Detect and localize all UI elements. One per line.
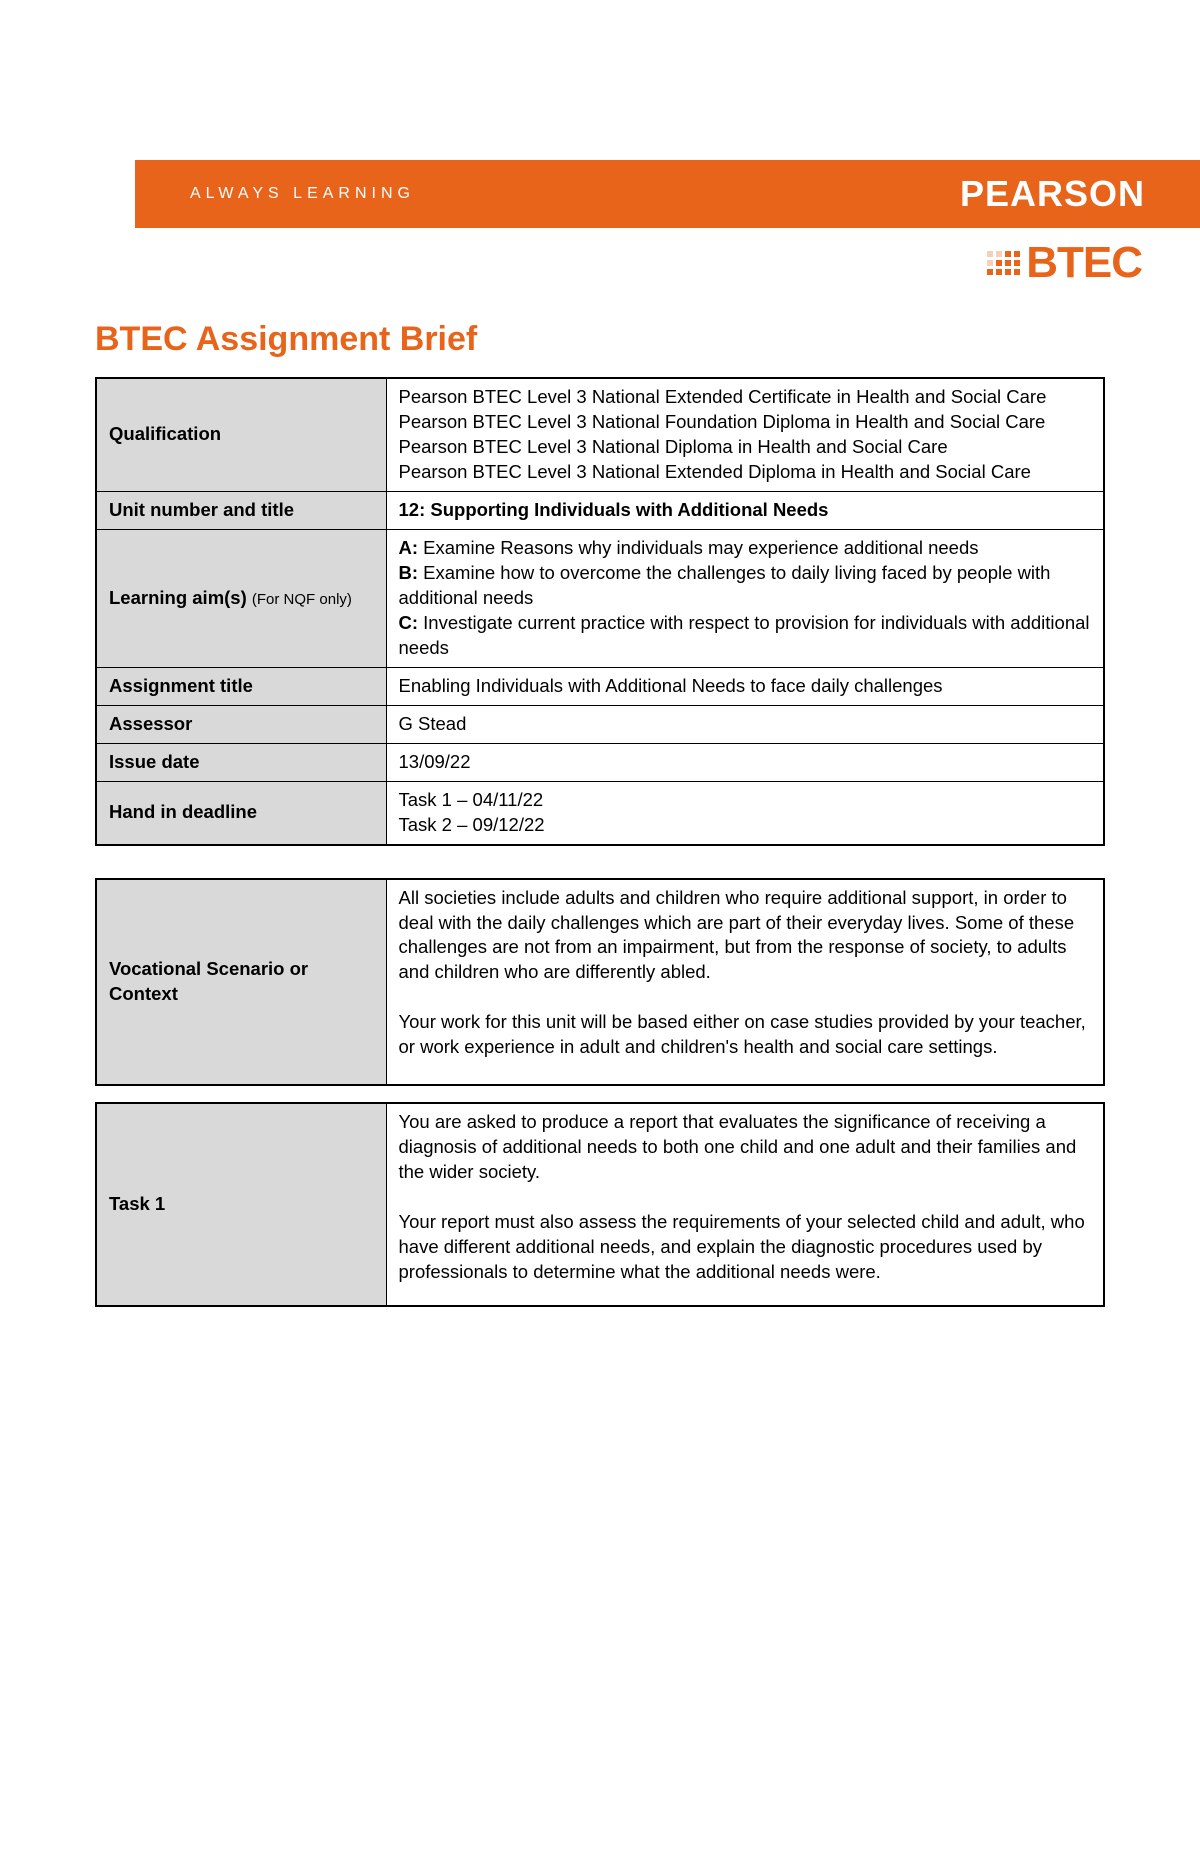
spacer-2 [95,1086,1105,1102]
aim-b-key: B: [399,562,419,583]
value-aims: A: Examine Reasons why individuals may e… [386,529,1104,667]
row-unit: Unit number and title 12: Supporting Ind… [96,491,1104,529]
aim-a-key: A: [399,537,419,558]
label-aims: Learning aim(s) (For NQF only) [96,529,386,667]
content-area: BTEC Assignment Brief Qualification Pear… [0,288,1200,1307]
btec-logo: BTEC [0,228,1200,288]
scenario-p2: Your work for this unit will be based ei… [399,1011,1086,1057]
row-assignment-title: Assignment title Enabling Individuals wi… [96,667,1104,705]
task1-p1: You are asked to produce a report that e… [399,1111,1077,1182]
label-issue-date: Issue date [96,743,386,781]
value-assignment-title: Enabling Individuals with Additional Nee… [386,667,1104,705]
value-scenario: All societies include adults and childre… [386,879,1104,1086]
row-assessor: Assessor G Stead [96,705,1104,743]
aims-label-text: Learning aim(s) [109,587,247,608]
btec-dots-icon [987,251,1020,275]
deadline-line-0: Task 1 – 04/11/22 [399,789,544,810]
row-qualification: Qualification Pearson BTEC Level 3 Natio… [96,378,1104,491]
value-qualification: Pearson BTEC Level 3 National Extended C… [386,378,1104,491]
row-issue-date: Issue date 13/09/22 [96,743,1104,781]
value-unit: 12: Supporting Individuals with Addition… [386,491,1104,529]
row-task1: Task 1 You are asked to produce a report… [96,1103,1104,1306]
row-aims: Learning aim(s) (For NQF only) A: Examin… [96,529,1104,667]
label-task1: Task 1 [96,1103,386,1306]
label-assessor: Assessor [96,705,386,743]
brief-table-main: Qualification Pearson BTEC Level 3 Natio… [95,377,1105,846]
label-deadline: Hand in deadline [96,781,386,844]
value-task1: You are asked to produce a report that e… [386,1103,1104,1306]
brief-table-task1: Task 1 You are asked to produce a report… [95,1102,1105,1307]
qual-line-3: Pearson BTEC Level 3 National Extended D… [399,461,1031,482]
qual-line-1: Pearson BTEC Level 3 National Foundation… [399,411,1046,432]
brief-table-scenario: Vocational Scenario or Context All socie… [95,878,1105,1087]
value-deadline: Task 1 – 04/11/22 Task 2 – 09/12/22 [386,781,1104,844]
value-assessor: G Stead [386,705,1104,743]
spacer-1 [95,846,1105,878]
row-deadline: Hand in deadline Task 1 – 04/11/22 Task … [96,781,1104,844]
label-scenario: Vocational Scenario or Context [96,879,386,1086]
qual-line-2: Pearson BTEC Level 3 National Diploma in… [399,436,948,457]
label-unit: Unit number and title [96,491,386,529]
label-qualification: Qualification [96,378,386,491]
aim-a-text: Examine Reasons why individuals may expe… [423,537,978,558]
page-title: BTEC Assignment Brief [95,320,1105,359]
aims-label-note: (For NQF only) [252,591,352,608]
btec-text: BTEC [1026,238,1142,288]
qual-line-0: Pearson BTEC Level 3 National Extended C… [399,386,1047,407]
tagline: ALWAYS LEARNING [190,185,415,203]
aim-c-key: C: [399,612,419,633]
brand-banner: ALWAYS LEARNING PEARSON [135,160,1200,228]
scenario-p1: All societies include adults and childre… [399,887,1075,983]
aim-b-text: Examine how to overcome the challenges t… [399,562,1051,608]
deadline-line-1: Task 2 – 09/12/22 [399,814,545,835]
document-page: ALWAYS LEARNING PEARSON BTEC BTEC Assign… [0,160,1200,1307]
task1-p2: Your report must also assess the require… [399,1211,1085,1282]
value-issue-date: 13/09/22 [386,743,1104,781]
pearson-logo: PEARSON [960,173,1145,215]
label-assignment-title: Assignment title [96,667,386,705]
row-scenario: Vocational Scenario or Context All socie… [96,879,1104,1086]
aim-c-text: Investigate current practice with respec… [399,612,1090,658]
